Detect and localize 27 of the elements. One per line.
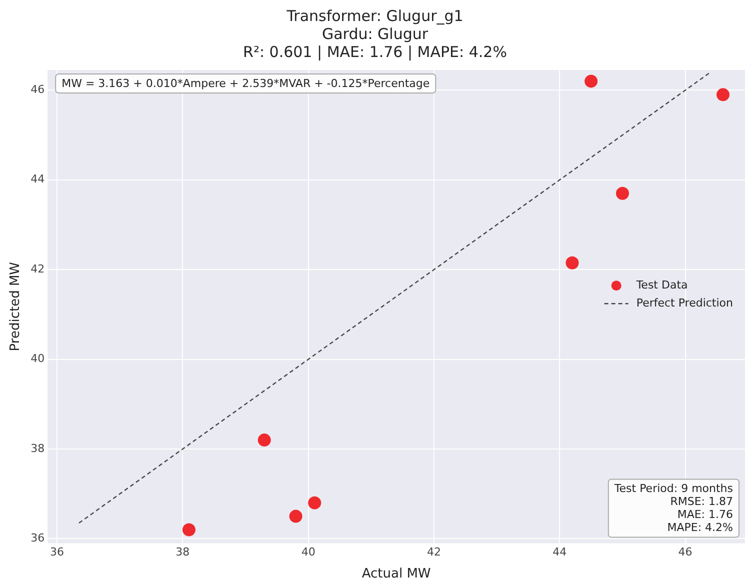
y-tick-label: 44 — [30, 172, 45, 186]
x-tick-label: 36 — [50, 546, 64, 559]
point — [616, 186, 629, 200]
point — [182, 523, 196, 536]
y-tick-label: 40 — [30, 352, 45, 366]
legend-label: Test Data — [635, 278, 688, 292]
x-tick-label: 38 — [176, 546, 190, 559]
point — [566, 256, 579, 270]
x-tick-label: 44 — [552, 546, 567, 559]
point — [289, 510, 302, 523]
legend-label: Perfect Prediction — [636, 296, 734, 310]
x-axis-title: Actual MW — [362, 566, 431, 582]
x-tick-label: 42 — [426, 546, 441, 559]
x-tick-label: 40 — [301, 546, 316, 559]
point — [308, 496, 322, 510]
y-tick-label: 46 — [30, 83, 45, 96]
annotation: Test Period: 9 months RMSE: 1.87 MAE: 1.76 MAPE: 4.2% — [613, 482, 734, 534]
x-tick-label: 46 — [678, 546, 692, 559]
chart-title: Transformer: Glugur_g1 Gardu: Glugur R²: 0.601 | MAE: 1.76 | MAPE: 4.2% — [243, 6, 507, 61]
y-tick-label: 42 — [30, 262, 45, 276]
y-axis-title: Predicted MW — [8, 262, 24, 352]
point — [584, 74, 598, 88]
y-tick-label: 38 — [30, 442, 45, 455]
annotation: MW = 3.163 + 0.010*Ampere + 2.539*MVAR + -0.125*Percentage — [62, 76, 430, 90]
y-tick-label: 36 — [30, 532, 45, 545]
point — [258, 434, 271, 447]
point — [716, 88, 730, 102]
